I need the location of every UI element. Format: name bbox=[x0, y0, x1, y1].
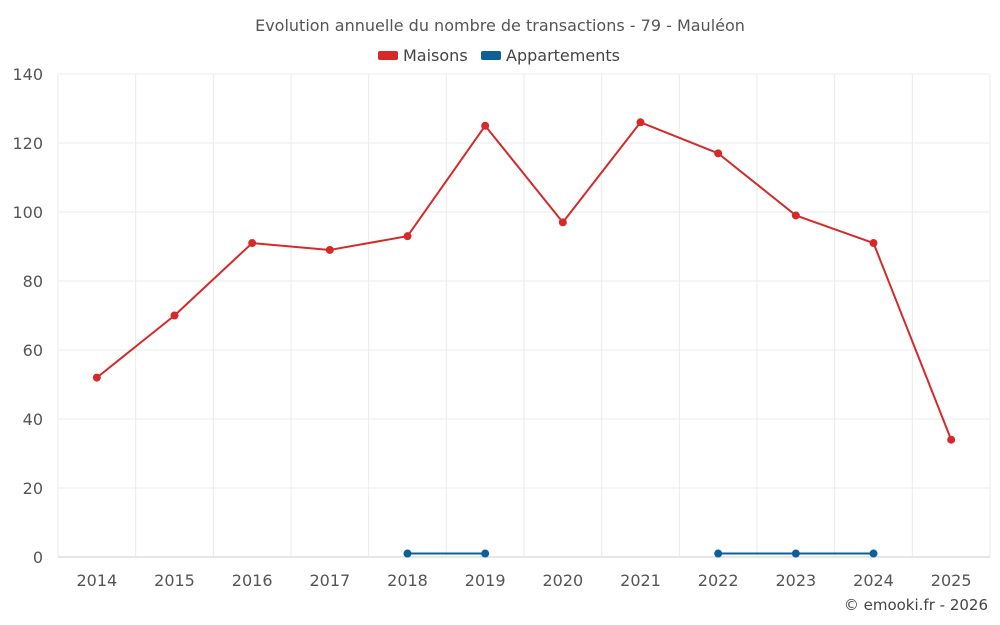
x-tick-label: 2015 bbox=[154, 571, 195, 590]
legend-label-appartements[interactable]: Appartements bbox=[506, 46, 620, 65]
series-maisons bbox=[92, 118, 956, 444]
data-point[interactable] bbox=[947, 435, 956, 444]
data-point[interactable] bbox=[248, 239, 257, 248]
y-tick-label: 140 bbox=[12, 65, 43, 84]
data-point[interactable] bbox=[481, 121, 490, 130]
y-tick-label: 20 bbox=[23, 479, 43, 498]
y-tick-label: 40 bbox=[23, 410, 43, 429]
data-point[interactable] bbox=[791, 211, 800, 220]
y-tick-label: 120 bbox=[12, 134, 43, 153]
x-tick-label: 2025 bbox=[931, 571, 972, 590]
legend-label-maisons[interactable]: Maisons bbox=[403, 46, 468, 65]
series-line bbox=[96, 121, 953, 441]
x-tick-label: 2022 bbox=[698, 571, 739, 590]
x-tick-label: 2020 bbox=[542, 571, 583, 590]
x-axis: 2014 2015 2016 2017 2018 2019 2020 2021 2022 2023… bbox=[76, 571, 971, 590]
data-point[interactable] bbox=[92, 373, 101, 382]
data-point[interactable] bbox=[403, 549, 412, 558]
y-tick-label: 0 bbox=[33, 548, 43, 567]
data-point[interactable] bbox=[170, 311, 179, 320]
y-tick-label: 80 bbox=[23, 272, 43, 291]
data-point[interactable] bbox=[791, 549, 800, 558]
x-tick-label: 2018 bbox=[387, 571, 428, 590]
credit-text: © emooki.fr - 2026 bbox=[844, 596, 988, 614]
data-point[interactable] bbox=[481, 549, 490, 558]
x-tick-label: 2014 bbox=[76, 571, 117, 590]
x-tick-label: 2021 bbox=[620, 571, 661, 590]
data-point[interactable] bbox=[869, 549, 878, 558]
x-tick-label: 2023 bbox=[775, 571, 816, 590]
chart-title: Evolution annuelle du nombre de transact… bbox=[255, 16, 745, 35]
x-tick-label: 2017 bbox=[309, 571, 350, 590]
x-tick-label: 2024 bbox=[853, 571, 894, 590]
legend: Maisons Appartements bbox=[378, 46, 620, 65]
data-point[interactable] bbox=[636, 118, 645, 127]
y-axis: 0 20 40 60 80 100 120 140 bbox=[12, 65, 43, 567]
series-layer bbox=[92, 118, 956, 558]
data-point[interactable] bbox=[325, 245, 334, 254]
legend-swatch-maisons[interactable] bbox=[378, 51, 398, 60]
grid bbox=[57, 73, 991, 558]
x-tick-label: 2016 bbox=[232, 571, 273, 590]
data-point[interactable] bbox=[558, 218, 567, 227]
data-point[interactable] bbox=[869, 239, 878, 248]
legend-swatch-appartements[interactable] bbox=[481, 51, 501, 60]
series-appartements bbox=[403, 549, 878, 558]
data-point[interactable] bbox=[403, 232, 412, 241]
data-point[interactable] bbox=[714, 149, 723, 158]
x-tick-label: 2019 bbox=[465, 571, 506, 590]
y-tick-label: 60 bbox=[23, 341, 43, 360]
data-point[interactable] bbox=[714, 549, 723, 558]
y-tick-label: 100 bbox=[12, 203, 43, 222]
